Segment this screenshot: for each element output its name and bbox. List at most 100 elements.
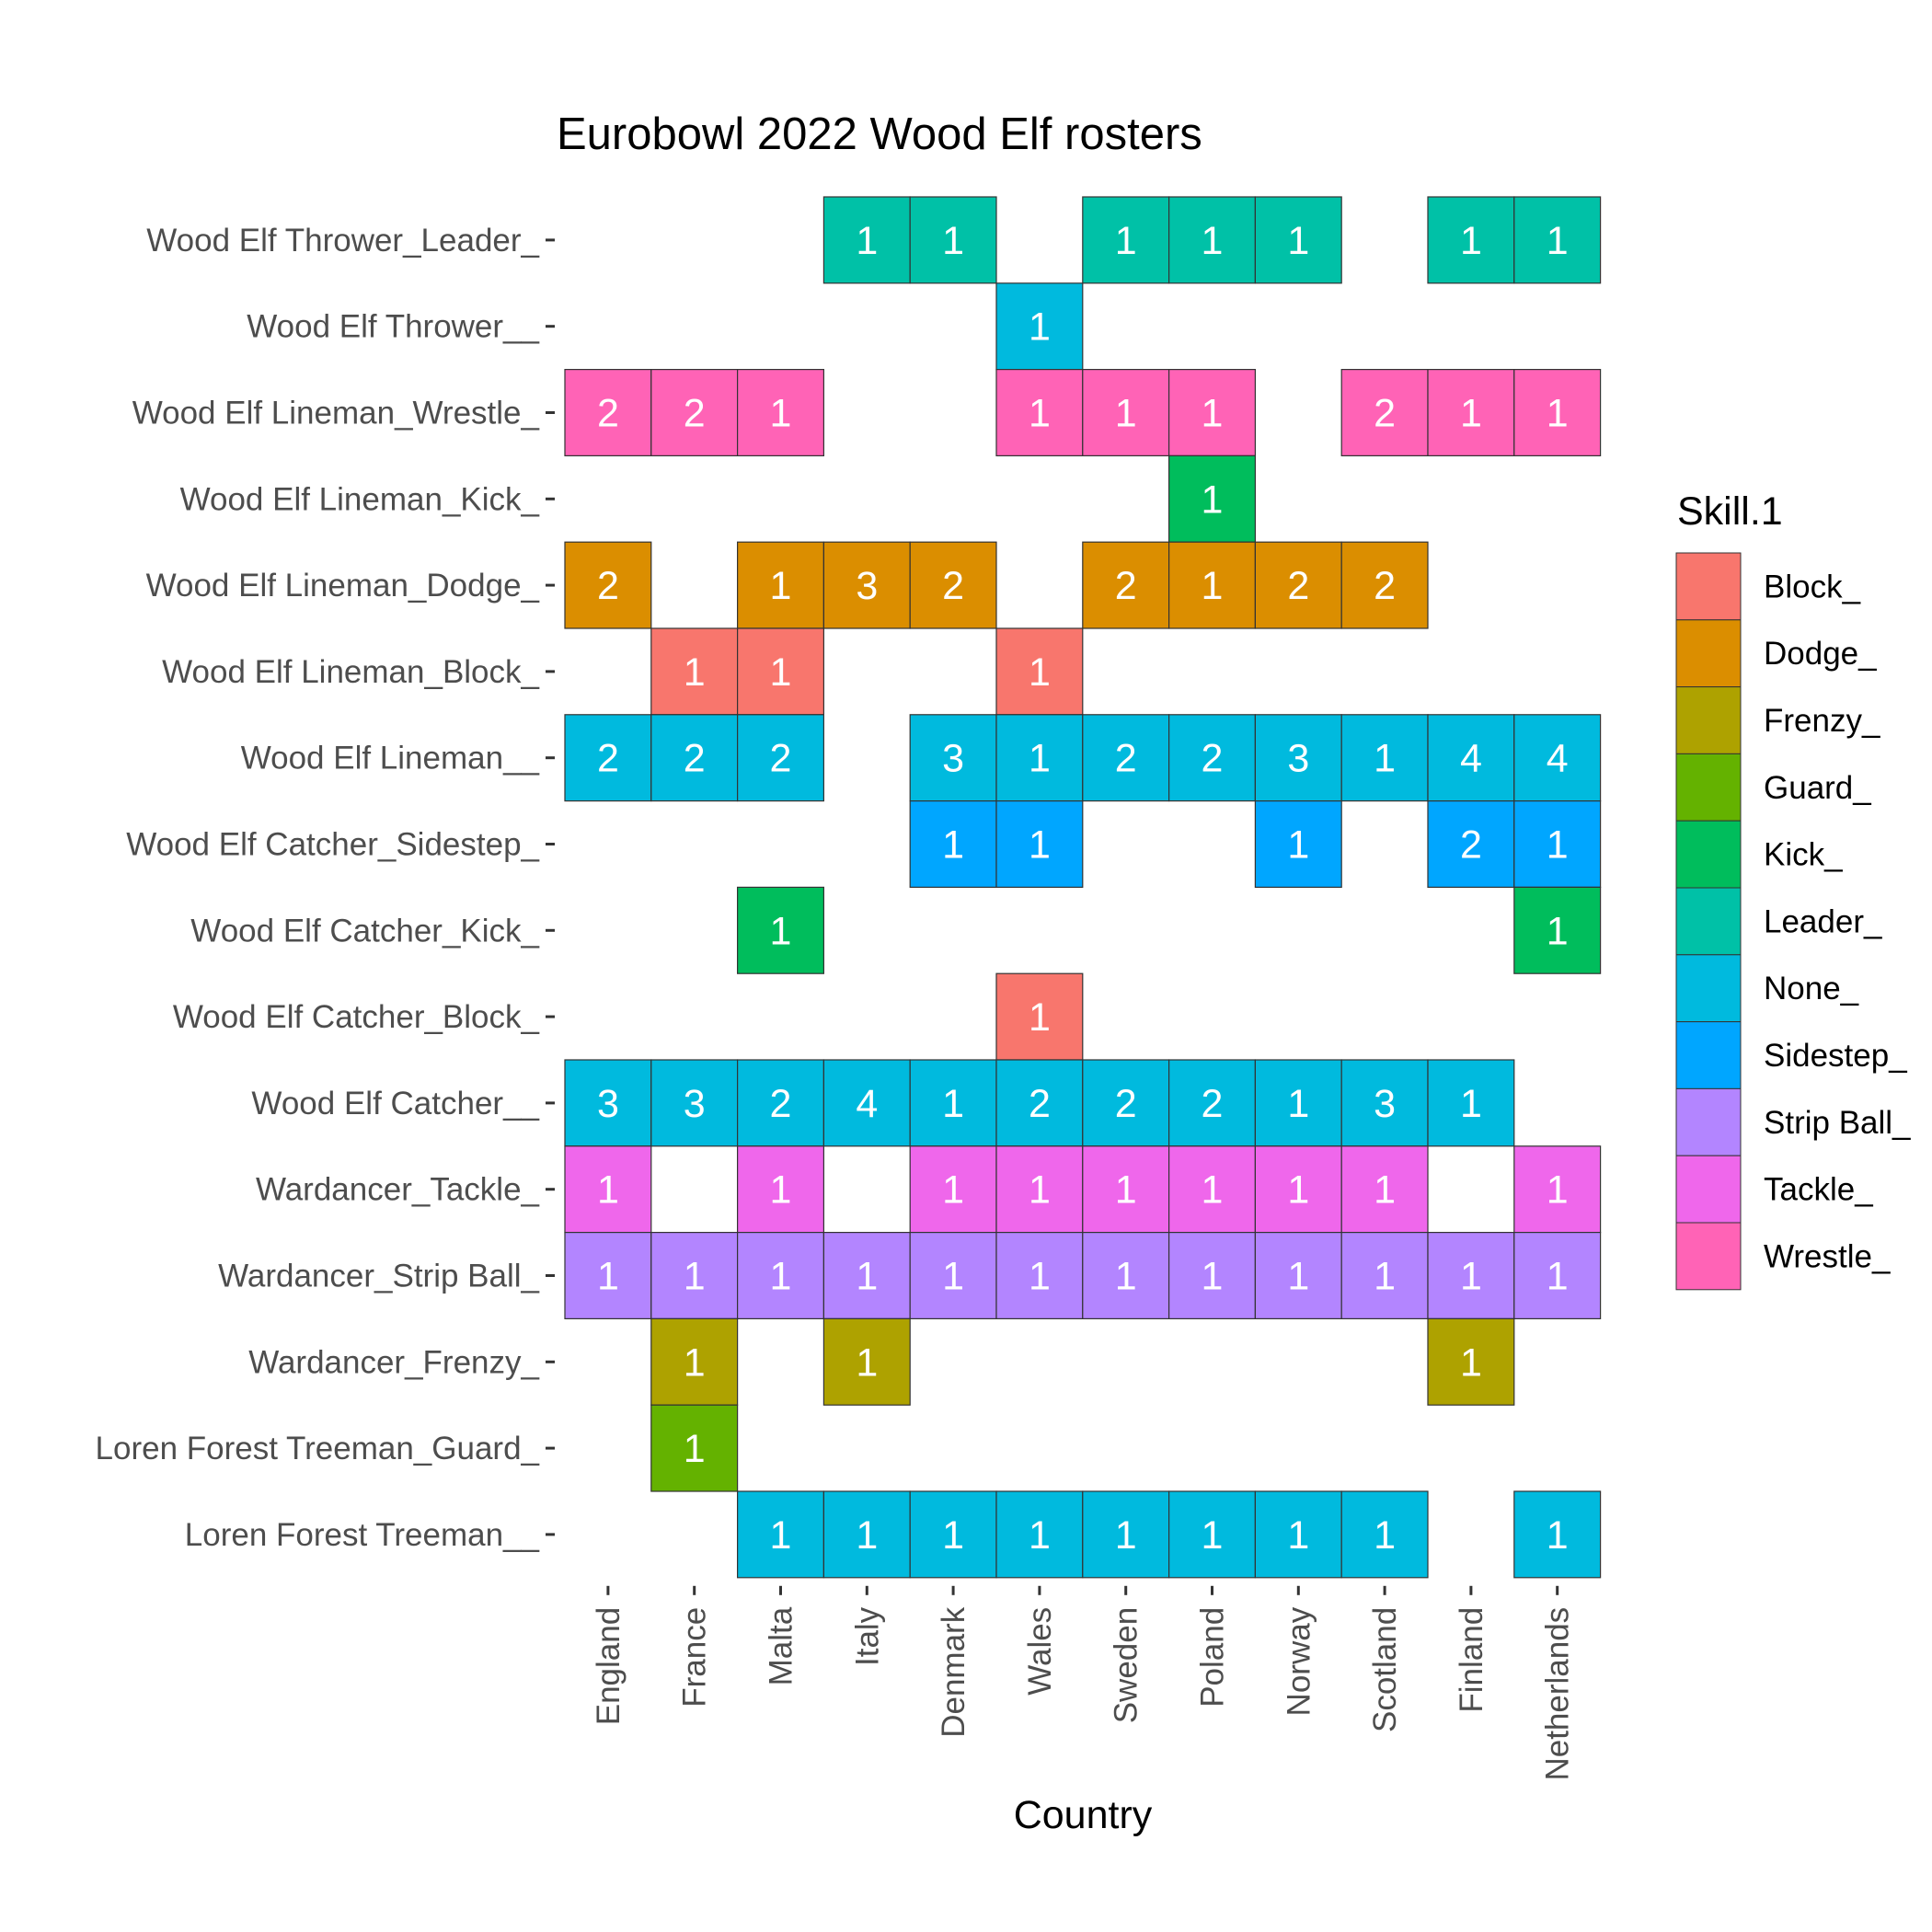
heatmap-cell (650, 1231, 739, 1319)
cell-value-label: 2 (1115, 737, 1137, 781)
cell-value-label: 1 (684, 650, 706, 695)
heatmap-cell (822, 1059, 911, 1147)
heatmap-cell (1167, 1490, 1256, 1579)
x-tick-label: Denmark (936, 1606, 972, 1737)
x-tick-label: Wales (1022, 1607, 1058, 1696)
cell-value-label: 1 (1029, 1513, 1051, 1558)
heatmap-cell (1082, 714, 1170, 802)
y-tick-label: Wood Elf Catcher__ (251, 1086, 539, 1121)
y-tick-label: Wood Elf Lineman_Wrestle_ (132, 396, 540, 431)
y-tick-label: Wood Elf Lineman__ (241, 741, 540, 776)
x-axis: England France Malta Italy Denmark Wales Swede… (591, 1585, 1576, 1781)
cell-value-label: 2 (1202, 737, 1224, 781)
cell-value-label: 1 (1460, 1255, 1482, 1299)
cell-value-label: 1 (684, 1340, 706, 1385)
cell-value-label: 1 (1029, 650, 1051, 695)
heatmap-cell (995, 1231, 1084, 1319)
x-tick-label: Poland (1195, 1607, 1231, 1708)
cell-value-label: 1 (1374, 1168, 1396, 1213)
cell-value-label: 3 (1287, 737, 1309, 781)
heatmap-cell (995, 972, 1084, 1061)
legend-key-wrestle (1675, 1222, 1742, 1291)
heatmap-cell (1167, 714, 1256, 802)
heatmap-cell (1167, 454, 1256, 543)
cell-value-label: 1 (1029, 737, 1051, 781)
heatmap-cell (736, 541, 824, 629)
heatmap-cell (564, 714, 652, 802)
heatmap-cell (909, 196, 997, 284)
cell-value-label: 1 (1202, 564, 1224, 608)
cell-value-label: 2 (1460, 823, 1482, 868)
cell-value-label: 1 (1374, 1513, 1396, 1558)
cell-value-label: 1 (1202, 219, 1224, 263)
cell-value-label: 1 (856, 1255, 878, 1299)
cell-value-label: 1 (856, 1340, 878, 1385)
cell-value-label: 2 (942, 564, 964, 608)
cell-value-label: 1 (1547, 1513, 1569, 1558)
heatmap-cell (995, 1490, 1084, 1579)
cell-value-label: 1 (770, 1513, 792, 1558)
cell-value-label: 1 (1115, 1168, 1137, 1213)
cell-value-label: 1 (597, 1255, 619, 1299)
cell-value-label: 1 (770, 1168, 792, 1213)
legend-label: None_ (1764, 971, 1859, 1006)
legend-label: Sidestep_ (1764, 1038, 1907, 1074)
heatmap-cell (909, 799, 997, 888)
y-tick-label: Wood Elf Catcher_Block_ (173, 999, 540, 1035)
chart-title: Eurobowl 2022 Wood Elf rosters (557, 109, 1202, 159)
heatmap-cell (1082, 369, 1170, 457)
heatmap-cell (736, 714, 824, 802)
heatmap-cell (564, 369, 652, 457)
heatmap-cell (1427, 714, 1515, 802)
x-tick-label: Sweden (1109, 1607, 1144, 1723)
cell-value-label: 2 (597, 564, 619, 608)
heatmap-cell (1254, 196, 1342, 284)
legend-key-strip-ball (1675, 1087, 1742, 1156)
cell-value-label: 1 (1287, 823, 1309, 868)
cell-value-label: 1 (1202, 1513, 1224, 1558)
heatmap-cell (1513, 1231, 1602, 1319)
cell-value-label: 1 (770, 1255, 792, 1299)
legend-label: Frenzy_ (1764, 703, 1880, 739)
heatmap-cell (1427, 1059, 1515, 1147)
cell-value-label: 1 (1029, 305, 1051, 350)
y-tick-label: Wood Elf Catcher_Sidestep_ (126, 827, 539, 863)
cell-value-label: 1 (1547, 219, 1569, 263)
heatmap-cell (1167, 1231, 1256, 1319)
heatmap-cell (1513, 369, 1602, 457)
x-tick-label: Italy (849, 1606, 885, 1666)
cell-value-label: 3 (856, 564, 878, 608)
cell-value-label: 2 (1115, 1082, 1137, 1126)
cell-value-label: 1 (1460, 392, 1482, 436)
heatmap-cell (650, 1317, 739, 1406)
cell-value-label: 1 (1029, 995, 1051, 1040)
cell-value-label: 3 (684, 1082, 706, 1126)
heatmap-cell (1254, 1490, 1342, 1579)
legend-key-none (1675, 954, 1742, 1023)
heatmap-cell (736, 369, 824, 457)
x-tick-label: France (677, 1607, 713, 1708)
cell-value-label: 1 (942, 1255, 964, 1299)
cell-value-label: 1 (1287, 1513, 1309, 1558)
legend-key-guard (1675, 753, 1742, 822)
cell-value-label: 1 (1287, 1082, 1309, 1126)
cell-value-label: 1 (1029, 392, 1051, 436)
heatmap-cell (1427, 1317, 1515, 1406)
heatmap-cell (1340, 1059, 1429, 1147)
cell-value-label: 1 (1547, 823, 1569, 868)
y-tick-label: Wood Elf Lineman_Kick_ (180, 481, 540, 517)
legend-title: Skill.1 (1677, 489, 1783, 534)
heatmap-cell (1340, 369, 1429, 457)
cell-value-label: 3 (1374, 1082, 1396, 1126)
heatmap-cell (1082, 1490, 1170, 1579)
y-tick-label: Wood Elf Catcher_Kick_ (190, 913, 539, 949)
heatmap-cell (822, 1231, 911, 1319)
x-tick-label: Finland (1454, 1607, 1489, 1713)
x-tick-label: Scotland (1367, 1607, 1403, 1732)
heatmap-cell (822, 196, 911, 284)
heatmap-cell (1254, 541, 1342, 629)
cell-value-label: 2 (684, 737, 706, 781)
cell-value-label: 1 (1374, 737, 1396, 781)
cell-value-label: 1 (942, 219, 964, 263)
